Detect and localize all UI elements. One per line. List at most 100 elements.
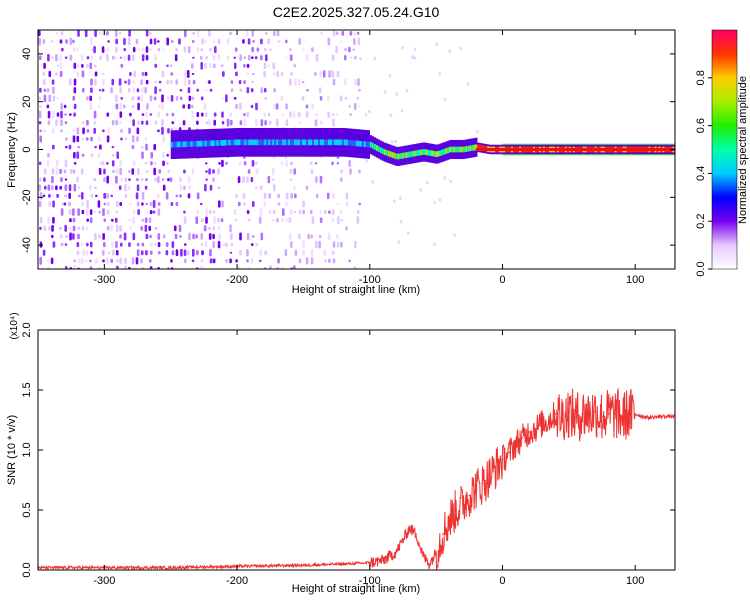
- spectrogram-cell: [229, 258, 232, 264]
- spectrogram-x-ticks: -300 -200 -100 0 100: [93, 30, 644, 286]
- spectrogram-cell: [233, 62, 237, 70]
- spectrogram-ridge-core: [210, 140, 213, 147]
- spectrogram-cell: [413, 47, 417, 51]
- spectrogram-cell: [51, 224, 54, 232]
- spectrogram-cell: [393, 199, 396, 203]
- spectrogram-cell: [107, 127, 111, 135]
- spectrogram-cell: [218, 161, 221, 165]
- spectrogram-cell: [119, 257, 123, 265]
- spectrogram-cell: [116, 151, 120, 159]
- spectrogram-x-tick-label: -100: [359, 274, 381, 286]
- spectrogram-cell: [72, 47, 76, 53]
- spectrogram-cell: [324, 210, 327, 215]
- snr-data-point: [382, 559, 384, 562]
- spectrogram-cell: [339, 40, 343, 43]
- spectrogram-cell: [348, 259, 351, 263]
- spectrogram-cell: [327, 232, 331, 241]
- spectrogram-cell: [200, 62, 203, 70]
- spectrogram-cell: [237, 176, 241, 184]
- spectrogram-cell: [140, 79, 143, 85]
- spectrogram-cell: [196, 250, 199, 256]
- spectrogram-cell: [76, 63, 80, 69]
- spectrogram-ridge-core: [337, 139, 341, 146]
- spectrogram-cell: [140, 177, 144, 182]
- spectrogram-cell: [63, 202, 67, 206]
- spectrogram-ridge-core: [349, 140, 353, 146]
- spectrogram-cell: [332, 30, 336, 37]
- spectrogram-cell: [175, 96, 179, 101]
- spectrogram-cell: [50, 185, 54, 191]
- spectrogram-cell: [128, 218, 132, 222]
- spectrogram-ridge-core: [417, 149, 420, 156]
- spectrogram-cell: [89, 209, 93, 216]
- spectrogram-cell: [140, 145, 144, 149]
- spectrogram-cell: [129, 226, 132, 231]
- spectrogram-ridge-core: [306, 139, 309, 146]
- spectrogram-cell: [132, 216, 136, 225]
- spectrogram-cell: [72, 217, 76, 223]
- spectrogram-cell: [345, 192, 349, 200]
- spectrogram-ridge-core: [451, 146, 454, 153]
- spectrogram-cell: [162, 160, 165, 167]
- spectrogram-cell: [171, 250, 175, 256]
- spectrogram-cell: [72, 225, 76, 232]
- spectrogram-cell: [90, 193, 94, 198]
- spectrogram-cell: [93, 210, 97, 214]
- spectrogram-cell: [205, 55, 208, 60]
- spectrogram-cell: [191, 110, 194, 119]
- spectrogram-cell: [112, 249, 115, 256]
- spectrogram-cell: [191, 62, 194, 69]
- spectrogram-cell: [136, 201, 140, 207]
- spectrogram-cell: [246, 210, 250, 215]
- spectrogram-cell: [371, 180, 374, 184]
- spectrogram-cell: [276, 266, 279, 269]
- spectrogram-cell: [47, 120, 51, 126]
- spectrogram-cell: [263, 111, 267, 118]
- spectrogram-cell: [339, 177, 343, 182]
- spectrogram-cell: [285, 103, 288, 110]
- spectrogram-cell: [161, 177, 165, 182]
- spectrogram-cell: [204, 62, 207, 70]
- spectrogram-cell: [90, 55, 94, 60]
- spectrogram-cell: [165, 192, 169, 200]
- spectrogram-x-tick-label: -300: [93, 274, 115, 286]
- spectrogram-cell: [145, 170, 149, 173]
- colorbar-tick-label: 0.0: [695, 261, 707, 276]
- spectrogram-cell: [305, 111, 309, 118]
- spectrogram-cell: [368, 109, 371, 113]
- spectrogram-cell: [383, 90, 387, 94]
- spectrogram-cell: [124, 257, 127, 264]
- snr-data-point: [302, 564, 305, 566]
- spectrogram-cell: [115, 38, 118, 45]
- spectrogram-cell: [47, 110, 51, 119]
- spectrogram-cell: [192, 32, 195, 35]
- spectrogram-ridge-core: [407, 151, 410, 158]
- spectrogram-cell: [345, 226, 348, 231]
- spectrogram-cell: [140, 250, 144, 256]
- spectrogram-cell: [166, 64, 169, 68]
- snr-data-point: [448, 518, 451, 521]
- spectrogram-cell: [154, 227, 158, 230]
- spectrogram-cell: [221, 97, 225, 100]
- spectrogram-cell: [148, 217, 152, 224]
- spectrogram-cell: [297, 78, 301, 86]
- spectrogram-cell: [292, 265, 296, 269]
- spectrogram-cell: [120, 63, 124, 69]
- spectrogram-cell: [269, 265, 272, 269]
- spectrogram-cell: [77, 146, 80, 149]
- spectrogram-cell: [51, 128, 55, 134]
- spectrogram-cell: [426, 180, 429, 184]
- spectrogram-cell: [171, 241, 175, 249]
- spectrogram-cell: [149, 38, 153, 45]
- spectrogram-ridge-core: [174, 141, 177, 148]
- spectrogram-cell: [154, 80, 158, 84]
- snr-data-point: [428, 563, 431, 565]
- spectrogram-cell: [239, 232, 242, 241]
- spectrogram-cell: [38, 161, 42, 166]
- spectrogram-cell: [124, 137, 128, 141]
- spectrogram-cell: [453, 233, 456, 237]
- spectrogram-ridge-core: [304, 139, 307, 146]
- spectrogram-cell: [208, 30, 211, 37]
- spectrogram-cell: [419, 188, 423, 192]
